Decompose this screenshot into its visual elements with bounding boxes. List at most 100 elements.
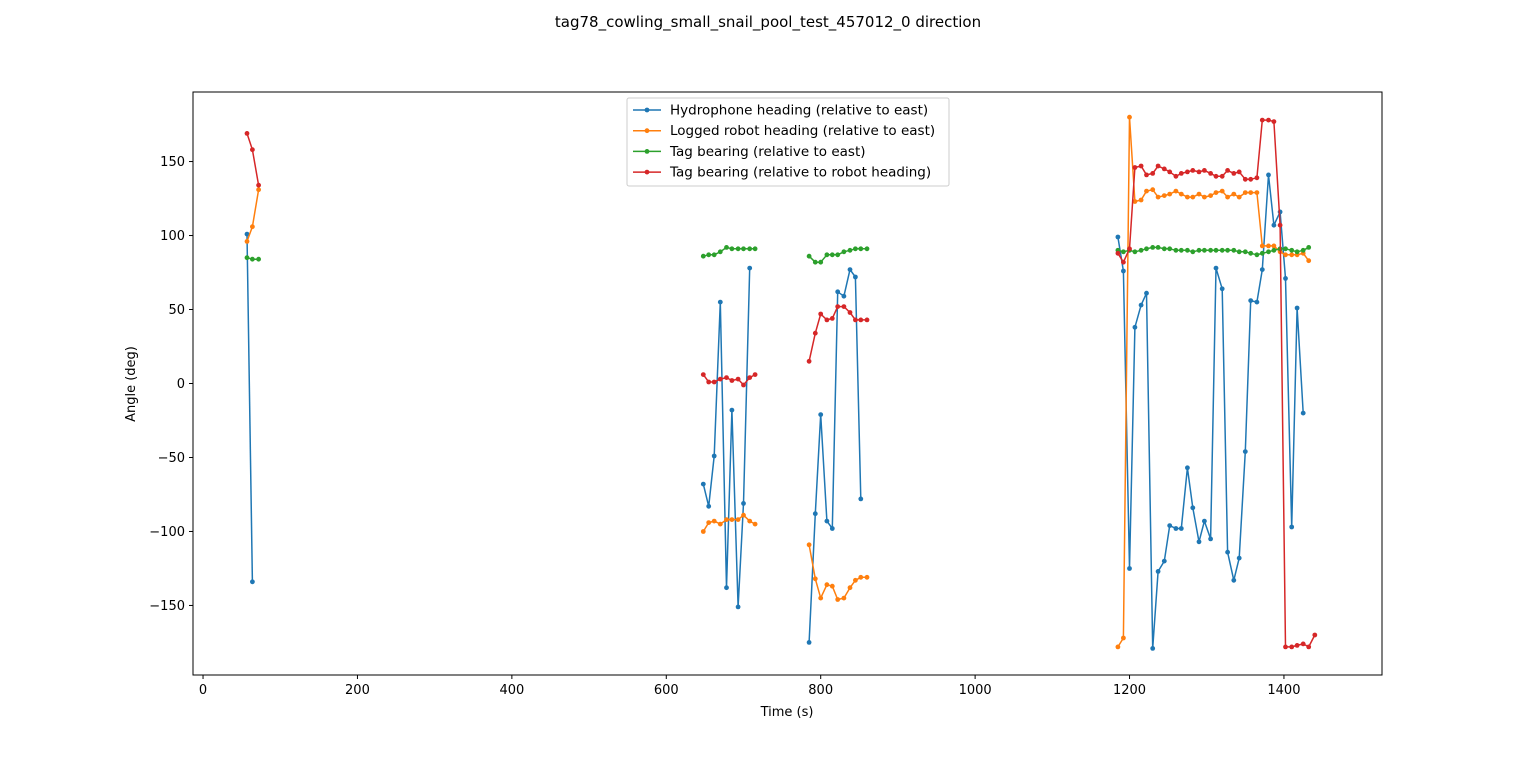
data-point xyxy=(729,378,735,383)
data-point xyxy=(1219,247,1225,253)
data-point xyxy=(835,597,841,602)
series-0 xyxy=(244,172,1306,651)
data-point xyxy=(1289,252,1295,258)
legend-label: Logged robot heading (relative to east) xyxy=(670,123,935,139)
data-point xyxy=(1178,526,1184,531)
data-point xyxy=(747,518,753,524)
data-point xyxy=(1225,194,1230,200)
data-point xyxy=(1121,259,1126,265)
data-point xyxy=(1254,175,1260,181)
data-point xyxy=(1266,117,1271,123)
data-point xyxy=(1127,114,1132,120)
data-point xyxy=(1266,249,1271,255)
data-point xyxy=(1248,176,1254,182)
data-point xyxy=(700,372,706,377)
data-point xyxy=(858,574,864,580)
data-point xyxy=(1312,632,1318,638)
series-line xyxy=(702,373,756,386)
legend: Hydrophone heading (relative to east) Log… xyxy=(626,97,950,187)
data-point xyxy=(747,265,753,271)
data-point xyxy=(812,259,818,265)
data-point xyxy=(1185,247,1190,253)
data-point xyxy=(1231,247,1237,253)
data-point xyxy=(1208,193,1213,199)
data-point xyxy=(1121,249,1126,255)
data-point xyxy=(724,245,729,250)
x-tick-label: 400 xyxy=(499,683,524,698)
data-point xyxy=(752,372,758,377)
data-point xyxy=(1289,524,1295,530)
data-point xyxy=(1271,247,1277,253)
data-point xyxy=(1115,644,1121,650)
data-point xyxy=(1225,168,1230,173)
data-point xyxy=(1190,249,1196,255)
data-point xyxy=(1121,635,1126,641)
data-point xyxy=(824,518,830,524)
data-point xyxy=(1219,286,1225,292)
data-point xyxy=(1185,465,1190,471)
y-tick-label: −50 xyxy=(158,451,185,466)
data-point xyxy=(1213,265,1219,271)
data-point xyxy=(1185,169,1190,175)
data-point xyxy=(752,521,758,527)
data-point xyxy=(858,496,864,502)
series-group xyxy=(244,114,1318,651)
data-point xyxy=(1167,246,1173,252)
data-point xyxy=(741,382,746,388)
y-tick-label: −150 xyxy=(149,599,185,614)
data-point xyxy=(1271,222,1277,228)
data-point xyxy=(1242,190,1248,196)
data-point xyxy=(806,253,812,259)
data-point xyxy=(1155,194,1161,200)
data-point xyxy=(1155,245,1161,250)
data-point xyxy=(1248,190,1254,196)
data-point xyxy=(1178,171,1184,176)
data-point xyxy=(1173,173,1179,179)
data-point xyxy=(700,481,706,487)
data-point xyxy=(256,256,261,262)
data-point xyxy=(1202,247,1207,253)
data-point xyxy=(724,375,729,380)
data-point xyxy=(735,604,741,610)
series-2 xyxy=(244,245,1312,265)
data-point xyxy=(250,147,255,153)
data-point xyxy=(824,582,830,588)
data-point xyxy=(1300,641,1306,647)
data-point xyxy=(729,246,735,252)
series-line xyxy=(1117,246,1310,256)
data-point xyxy=(706,379,712,385)
data-point xyxy=(1259,267,1265,272)
data-point xyxy=(1115,234,1121,240)
data-point xyxy=(1271,119,1277,124)
data-point xyxy=(1242,176,1248,182)
y-tick-label: 100 xyxy=(160,229,185,244)
data-point xyxy=(1138,247,1144,253)
chart-title: tag78_cowling_small_snail_pool_test_4570… xyxy=(555,13,981,32)
data-point xyxy=(1259,117,1265,123)
series-line xyxy=(808,268,862,643)
data-point xyxy=(1190,505,1196,511)
data-point xyxy=(256,182,261,188)
data-point xyxy=(829,316,835,321)
data-point xyxy=(1196,191,1202,197)
x-axis: 0 200 400 600 800 1000 1200 1400 xyxy=(199,675,1300,698)
data-point xyxy=(706,503,712,509)
data-point xyxy=(853,274,858,280)
data-point xyxy=(735,246,741,252)
x-tick-label: 600 xyxy=(654,683,679,698)
data-point xyxy=(1202,168,1207,173)
data-point xyxy=(700,253,706,259)
data-point xyxy=(1190,168,1196,173)
data-point xyxy=(1178,247,1184,253)
data-point xyxy=(818,595,824,601)
data-point xyxy=(1173,526,1179,531)
data-point xyxy=(829,583,835,589)
data-point xyxy=(250,224,255,230)
data-point xyxy=(724,585,729,591)
data-point xyxy=(1155,163,1161,169)
data-point xyxy=(711,518,717,524)
y-tick-label: 50 xyxy=(168,303,185,318)
data-point xyxy=(1248,298,1254,303)
data-point xyxy=(717,299,723,305)
data-point xyxy=(700,529,706,534)
